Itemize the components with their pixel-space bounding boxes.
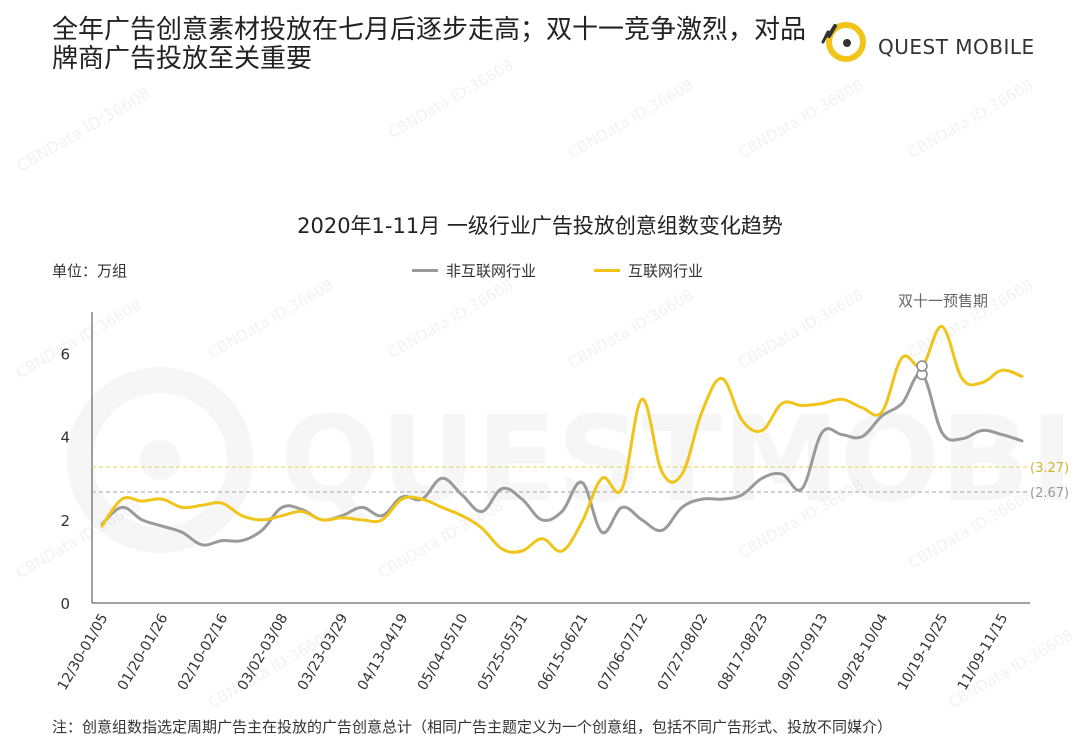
- chart-title: 2020年1-11月 一级行业广告投放创意组数变化趋势: [297, 214, 783, 238]
- footnote: 注：创意组数指选定周期广告主在投放的广告创意总计（相同广告主题定义为一个创意组，…: [52, 718, 893, 736]
- y-tick-label: 0: [60, 595, 70, 613]
- x-tick-label: 05/04-05/10: [415, 611, 472, 693]
- presale-marker-internet: [916, 360, 928, 372]
- legend-swatch-non-internet: [412, 269, 438, 272]
- x-tick-label: 09/07-09/13: [775, 611, 832, 693]
- x-tick-label: 01/20-01/26: [115, 611, 172, 693]
- legend-label-non-internet: 非互联网行业: [446, 262, 537, 280]
- y-tick-label: 4: [60, 429, 70, 447]
- reference-line-label: (2.67): [1030, 486, 1069, 501]
- logo-text: QUEST MOBILE: [878, 35, 1035, 59]
- quest-mobile-logo: QUEST MOBILE: [818, 12, 1068, 68]
- x-tick-label: 02/10-02/16: [175, 611, 232, 693]
- presale-annotation: 双十一预售期: [898, 292, 989, 310]
- x-tick-label: 07/27-08/02: [655, 611, 712, 693]
- y-tick-label: 6: [60, 346, 70, 364]
- x-tick-label: 07/06-07/12: [595, 611, 652, 693]
- x-tick-label: 03/23-03/29: [295, 611, 352, 693]
- x-tick-label: 03/02-03/08: [235, 611, 292, 693]
- series-line-non-internet: [100, 372, 1024, 547]
- x-tick-label: 04/13-04/19: [355, 611, 412, 693]
- x-tick-label: 10/19-10/25: [895, 611, 952, 693]
- headline: 全年广告创意素材投放在七月后逐步走高；双十一竞争激烈，对品牌商广告投放至关重要: [52, 15, 807, 74]
- x-tick-label: 09/28-10/04: [835, 611, 892, 693]
- series-line-internet: [100, 325, 1024, 554]
- y-tick-label: 2: [60, 512, 70, 530]
- unit-label: 单位：万组: [52, 262, 128, 280]
- reference-line-label: (3.27): [1030, 461, 1069, 476]
- x-tick-label: 12/30-01/05: [55, 611, 112, 693]
- x-tick-label: 05/25-05/31: [475, 611, 532, 693]
- legend-item-internet: 互联网行业: [594, 260, 703, 281]
- x-tick-label: 08/17-08/23: [715, 611, 772, 693]
- x-tick-label: 06/15-06/21: [535, 611, 592, 693]
- x-tick-label: 11/09-11/15: [955, 611, 1012, 693]
- legend-label-internet: 互联网行业: [628, 262, 704, 280]
- legend-swatch-internet: [594, 269, 620, 272]
- quest-mobile-logo-icon: [821, 22, 866, 62]
- legend-item-non-internet: 非互联网行业: [412, 260, 536, 281]
